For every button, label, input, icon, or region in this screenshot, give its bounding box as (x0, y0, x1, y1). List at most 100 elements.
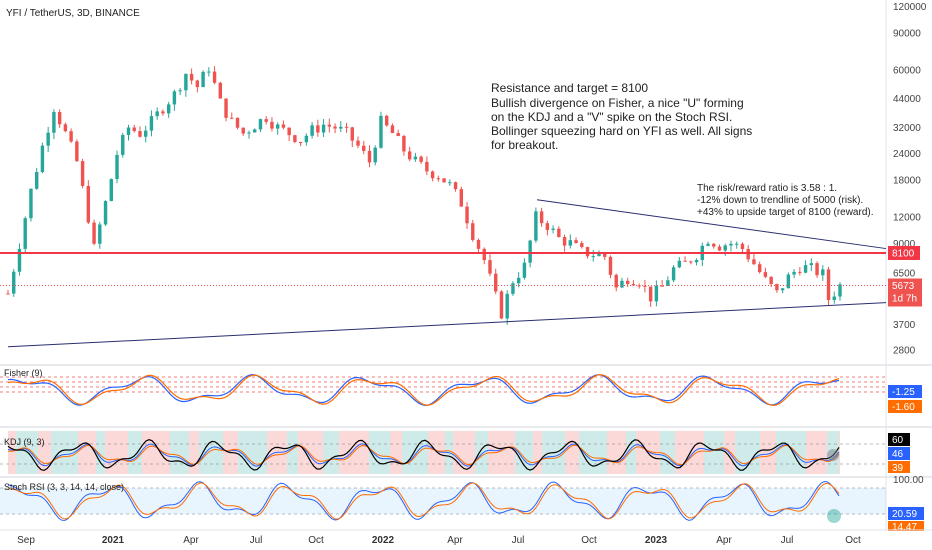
kdj-title: KDJ (9, 3) (4, 437, 45, 447)
kdj-band (8, 431, 16, 474)
candle-body (172, 91, 177, 105)
fisher-value-tag (888, 385, 922, 398)
candle-body (786, 274, 791, 289)
candle-body (356, 140, 360, 146)
candle-body (247, 132, 251, 134)
candle-body (740, 243, 745, 250)
kdj-band (96, 431, 105, 474)
annotation-risk[interactable]: The risk/reward ratio is 3.58 : 1. -12% … (697, 183, 874, 218)
kdj-band (453, 431, 475, 474)
candle-body (115, 154, 119, 179)
last-price-tag: 5673 1d 7h (888, 278, 922, 307)
candle-body (275, 124, 280, 129)
candle-body (201, 71, 205, 88)
fisher-trigger-tag (888, 400, 922, 413)
candle-body (253, 129, 257, 133)
x-tick-label: Jul (781, 535, 794, 546)
fisher-title: Fisher (9) (4, 368, 43, 378)
kdj-pane: KDJ (9, 3) 60 46 39 (0, 431, 910, 474)
kdj-band (189, 431, 199, 474)
candle-body (735, 243, 739, 245)
candle-body (161, 111, 165, 114)
candle-body (803, 265, 808, 273)
candle-body (763, 272, 768, 277)
candle-body (798, 271, 802, 273)
candle-body (442, 178, 446, 183)
candle-body (522, 262, 527, 278)
candle-body (195, 80, 200, 88)
y-tick-label: 90000 (893, 29, 921, 40)
candle-body (677, 260, 682, 268)
kdj-band (839, 431, 840, 474)
upper-trendline[interactable] (536, 199, 887, 250)
candle-body (453, 182, 458, 190)
candle-body (63, 124, 68, 132)
candle-body (218, 82, 223, 99)
candle-body (436, 178, 441, 180)
x-tick-label: Jul (512, 535, 525, 546)
candle-body (757, 264, 762, 273)
resistance-tag-bg (888, 245, 920, 260)
kdj-band (142, 431, 170, 474)
kdj-band (579, 431, 607, 474)
x-tick-label: Oct (308, 535, 324, 546)
candle-body (689, 261, 693, 263)
candle-body (516, 277, 521, 284)
x-tick-label: 2021 (102, 535, 125, 546)
candle-body (327, 124, 332, 127)
kdj-band (428, 431, 445, 474)
candle-body (86, 185, 91, 223)
y-tick-label: 18000 (893, 176, 921, 187)
kdj-highlight (827, 449, 839, 461)
candle-body (471, 223, 475, 240)
candle-body (367, 150, 372, 163)
candle-body (224, 98, 228, 118)
kdj-band (565, 431, 579, 474)
candle-body (729, 243, 733, 246)
candle-body (591, 256, 595, 258)
candle-body (430, 171, 435, 179)
candle-body (671, 267, 676, 281)
candle-body (482, 248, 486, 261)
candle-body (132, 127, 136, 132)
kdj-d-value: 39 (892, 463, 904, 474)
x-tick-label: 2023 (645, 535, 668, 546)
x-tick-label: Apr (183, 535, 199, 546)
note-line: on the KDJ and a "V" spike on the Stoch … (491, 110, 732, 124)
candle-body (350, 127, 354, 141)
candle-body (545, 223, 550, 230)
y-tick-label: 32000 (893, 123, 921, 134)
kdj-band (660, 431, 675, 474)
stoch-d-tag (888, 521, 924, 531)
candle-body (92, 222, 96, 244)
candle-body (603, 253, 607, 257)
y-axis: 120000 90000 60000 44000 32000 24000 18000 1200… (893, 2, 927, 356)
annotation-main[interactable]: Resistance and target = 8100 Bullish div… (491, 81, 752, 152)
kdj-band (626, 431, 636, 474)
y-tick-label: 44000 (893, 94, 921, 105)
candle-body (80, 161, 85, 186)
candle-body (694, 259, 699, 263)
candle-body (505, 293, 509, 319)
candle-body (476, 239, 481, 249)
candle-body (585, 247, 590, 257)
candle-body (29, 188, 33, 219)
kdj-band (369, 431, 390, 474)
candle-body (539, 211, 544, 224)
stoch-k-tag (888, 507, 924, 520)
candle-body (625, 280, 630, 285)
candle-body (126, 127, 131, 135)
candle-body (316, 125, 320, 133)
candle-body (298, 142, 303, 144)
candle-body (6, 293, 10, 295)
stoch-d-value: 14.47 (892, 522, 917, 533)
candle-body (379, 115, 383, 148)
fisher-value: -1.25 (892, 387, 915, 398)
lower-trendline[interactable] (7, 302, 887, 348)
resistance-tag-value: 8100 (892, 248, 915, 259)
kdj-band (735, 431, 760, 474)
resistance-tag: 8100 (888, 245, 920, 260)
candle-body (287, 127, 291, 136)
kdj-k-value: 46 (892, 449, 904, 460)
note-line: for breakout. (491, 138, 558, 152)
